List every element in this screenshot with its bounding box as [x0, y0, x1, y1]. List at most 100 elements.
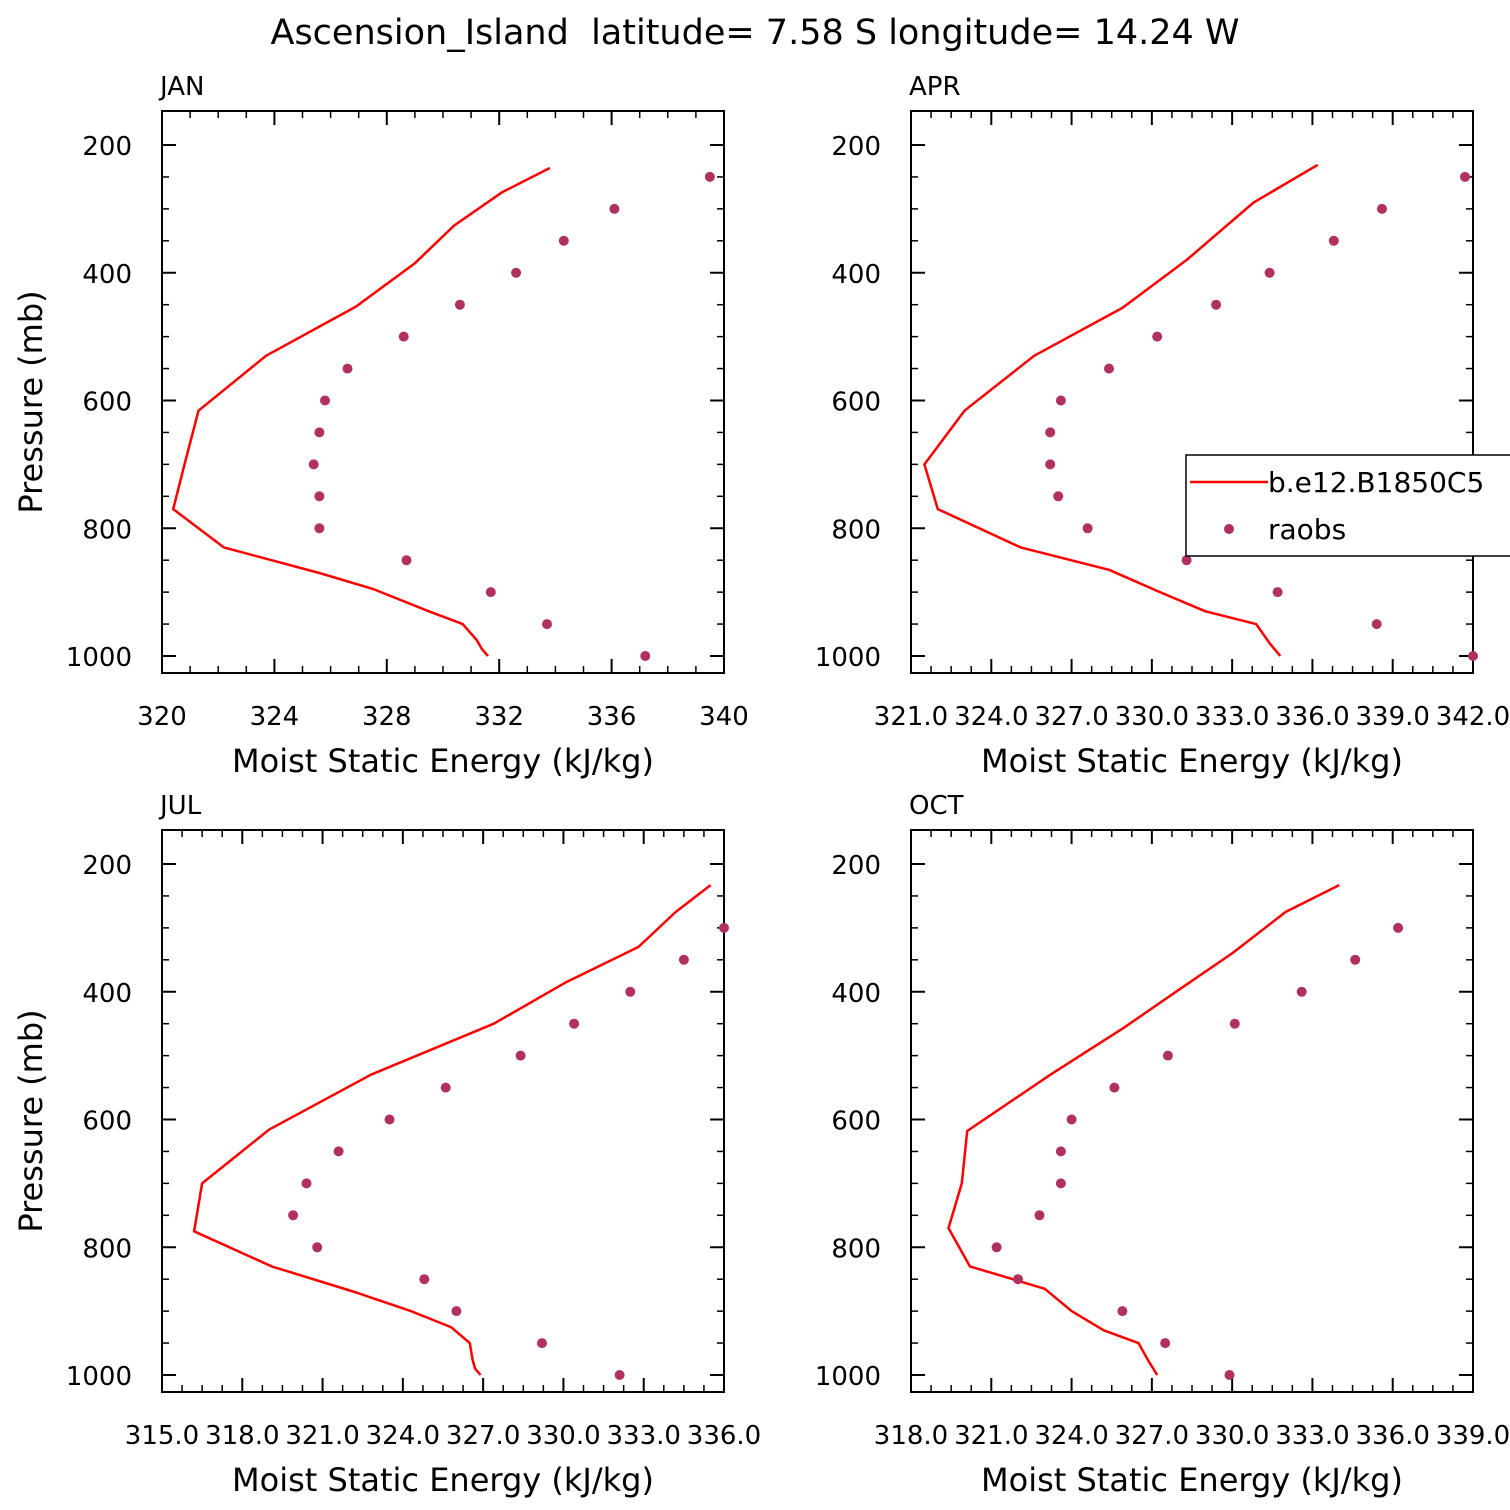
x-tick-label: 333.0 — [1275, 1421, 1349, 1451]
raobs-point — [1055, 1146, 1066, 1157]
y-tick-label: 1000 — [66, 1362, 132, 1392]
panel-label: OCT — [909, 791, 964, 821]
raobs-point — [678, 954, 689, 965]
y-tick-label: 200 — [82, 132, 132, 162]
x-axis-title: Moist Static Energy (kJ/kg) — [232, 742, 654, 780]
y-tick-label: 1000 — [66, 643, 132, 673]
x-tick-label: 336.0 — [1355, 1421, 1429, 1451]
x-tick-label: 321.0 — [285, 1421, 359, 1451]
panel-apr: APR 321.0 324.0 327.0 330.0 333.0 336.0 339.0 34… — [815, 72, 1510, 780]
raobs-point — [640, 651, 651, 661]
raobs-point — [1468, 651, 1478, 661]
model-line-apr — [923, 163, 1319, 657]
y-tick-label: 1000 — [815, 1362, 881, 1392]
raobs-point — [314, 427, 325, 438]
y-tick-label: 800 — [831, 515, 881, 545]
raobs-point — [1045, 459, 1056, 470]
y-tick-label: 600 — [831, 388, 881, 418]
raobs-point — [569, 1018, 580, 1029]
x-tick-label: 328 — [362, 702, 412, 732]
legend-model-label: b.e12.B1850C5 — [1268, 466, 1484, 499]
raobs-point — [320, 395, 330, 406]
y-tick-label: 200 — [831, 132, 881, 162]
panel-jul: JUL 315.0 318.0 321.0 324.0 327.0 330.0 333.0 33… — [12, 791, 761, 1499]
raobs-point — [342, 363, 353, 374]
y-tick-label: 800 — [82, 515, 132, 545]
y-tick-label: 600 — [82, 388, 132, 418]
y-tick-label: 400 — [831, 979, 881, 1009]
raobs-point — [1296, 986, 1307, 997]
raobs-point — [398, 331, 409, 342]
raobs-point — [401, 555, 412, 566]
x-tick-label: 327.0 — [1115, 1421, 1189, 1451]
x-tick-label: 315.0 — [125, 1421, 199, 1451]
legend-obs-label: raobs — [1268, 513, 1346, 546]
legend: b.e12.B1850C5 raobs — [1185, 454, 1510, 557]
x-tick-label: 336 — [587, 702, 637, 732]
plot-frame — [161, 110, 725, 674]
x-tick-label: 339.0 — [1436, 1421, 1510, 1451]
raobs-point — [1013, 1274, 1023, 1285]
y-tick-label: 400 — [82, 979, 132, 1009]
model-line-jul — [192, 884, 712, 1376]
x-tick-label: 336.0 — [1275, 702, 1349, 732]
x-tick-label: 321.0 — [954, 1421, 1028, 1451]
legend-dot-swatch — [1224, 524, 1234, 534]
raobs-point — [308, 459, 319, 470]
raobs-point — [511, 267, 522, 278]
x-tick-label: 318.0 — [205, 1421, 279, 1451]
x-tick-label: 330.0 — [1115, 702, 1189, 732]
raobs-point — [542, 619, 552, 630]
panel-oct: OCT 318.0 321.0 324.0 327.0 330.0 333.0 336.0 33… — [815, 791, 1510, 1499]
raobs-point — [515, 1050, 526, 1061]
raobs-point — [314, 491, 325, 502]
raobs-point — [1055, 395, 1066, 406]
raobs-point — [609, 203, 620, 214]
x-tick-label: 342.0 — [1436, 702, 1510, 732]
x-tick-label: 324.0 — [366, 1421, 440, 1451]
x-tick-label: 320 — [137, 702, 187, 732]
x-tick-label: 330.0 — [526, 1421, 600, 1451]
x-tick-label: 336.0 — [687, 1421, 761, 1451]
raobs-point — [558, 235, 569, 246]
y-tick-label: 800 — [82, 1234, 132, 1264]
y-tick-label: 600 — [831, 1107, 881, 1137]
raobs-point — [1082, 523, 1093, 534]
raobs-point — [1229, 1018, 1240, 1029]
raobs-point — [288, 1210, 299, 1221]
plot-frame — [161, 829, 725, 1393]
x-tick-label: 340 — [699, 702, 749, 732]
raobs-point — [1160, 1338, 1171, 1349]
raobs-point — [1181, 555, 1192, 566]
x-tick-label: 318.0 — [874, 1421, 948, 1451]
y-tick-label: 200 — [82, 851, 132, 881]
raobs-point — [1377, 203, 1387, 214]
raobs-point — [451, 1306, 462, 1317]
raobs-point — [314, 523, 325, 534]
raobs-point — [454, 299, 465, 310]
raobs-point — [1152, 331, 1163, 342]
raobs-point — [485, 587, 496, 598]
raobs-point — [1272, 587, 1283, 598]
x-axis-title: Moist Static Energy (kJ/kg) — [232, 1461, 654, 1499]
panels: JAN 320 324 328 332 336 340 200 400 600 800 1000 Moi… — [12, 72, 1510, 1499]
y-tick-label: 400 — [831, 260, 881, 290]
raobs-point — [991, 1242, 1002, 1253]
x-tick-label: 324.0 — [1034, 1421, 1108, 1451]
raobs-point — [1211, 299, 1222, 310]
x-tick-label: 321.0 — [874, 702, 948, 732]
x-tick-label: 327.0 — [446, 1421, 520, 1451]
y-tick-label: 1000 — [815, 643, 881, 673]
y-tick-label: 400 — [82, 260, 132, 290]
raobs-point — [1055, 1178, 1066, 1189]
raobs-point — [1053, 491, 1064, 502]
raobs-point — [1045, 427, 1056, 438]
raobs-point — [537, 1338, 547, 1349]
legend-box — [1185, 454, 1510, 557]
raobs-point — [1264, 267, 1275, 278]
model-line-oct — [947, 883, 1340, 1376]
x-tick-label: 324.0 — [954, 702, 1028, 732]
raobs-point — [1162, 1050, 1173, 1061]
y-axis-title: Pressure (mb) — [12, 290, 50, 513]
raobs-point — [1393, 922, 1404, 933]
